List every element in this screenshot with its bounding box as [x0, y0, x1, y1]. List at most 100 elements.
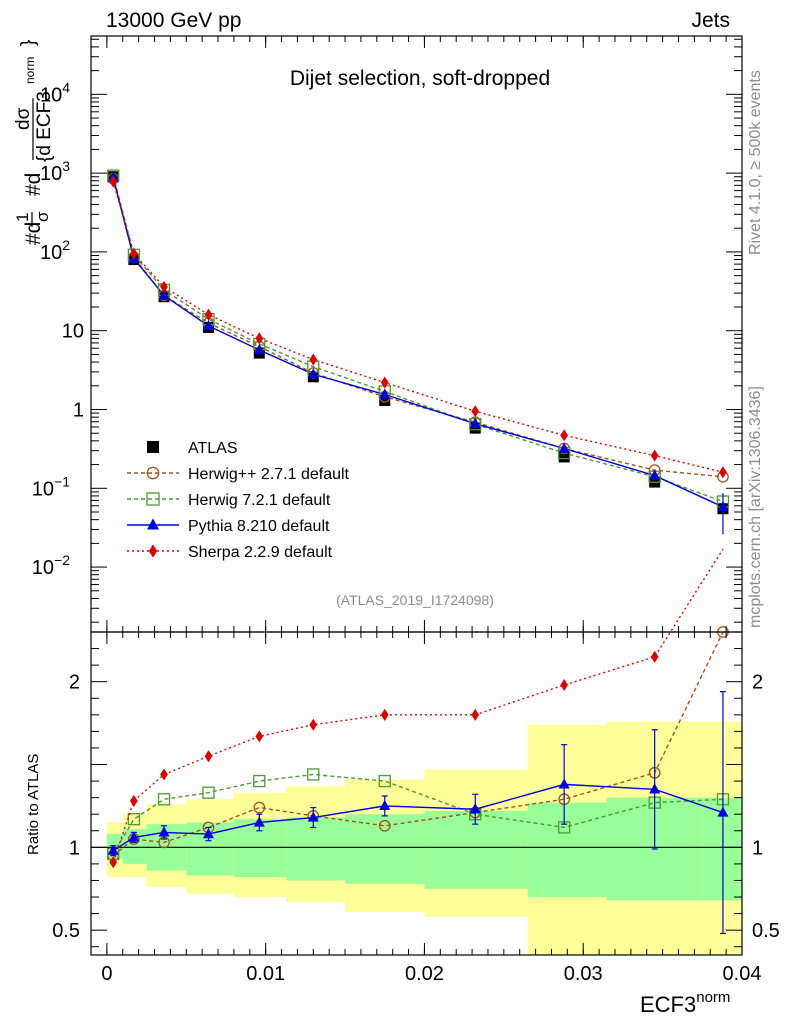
y-tick-label: 104 [40, 79, 70, 106]
point-diamond [471, 405, 480, 418]
ratio-y-tick-label-right: 1 [752, 837, 763, 859]
point-diamond [309, 353, 318, 366]
legend: ATLAS Herwig++ 2.7.1 default Herwig 7.2.1 … [127, 440, 350, 561]
x-axis-label-main: ECF3 [640, 992, 696, 1017]
ratio-point-diamond [109, 856, 118, 869]
svg-text:#d: #d [22, 222, 45, 245]
data-point-atlas [379, 395, 391, 407]
ratio-point-triangle [307, 811, 319, 822]
legend-label: Herwig++ 2.7.1 default [188, 466, 350, 483]
svg-text:σ: σ [33, 211, 52, 222]
point-diamond [204, 308, 213, 321]
ratio-y-tick-label-left: 2 [69, 672, 80, 694]
x-tick-label: 0.02 [405, 963, 444, 985]
point-diamond [650, 449, 659, 462]
ratio-point-triangle [128, 831, 140, 842]
ratio-point-diamond [130, 794, 138, 808]
uncertainty-band-green [424, 810, 528, 889]
ratio-point-triangle [253, 816, 265, 827]
point-diamond [380, 376, 389, 389]
point-diamond [130, 247, 138, 260]
x-tick-label: 0.03 [564, 963, 603, 985]
legend-marker-triangle [147, 518, 159, 530]
y-tick-label: 103 [40, 158, 70, 185]
svg-text:}: } [18, 40, 39, 46]
svg-text:{d ECF3: {d ECF3 [34, 91, 55, 162]
legend-label: ATLAS [188, 440, 238, 457]
header-left: 13000 GeV pp [106, 9, 241, 32]
main-frame [90, 35, 743, 633]
ratio-y-tick-label-right: 2 [752, 672, 763, 694]
ratio-point-circle [253, 801, 266, 814]
line-square [112, 175, 724, 503]
point-triangle [202, 319, 214, 331]
point-triangle [469, 417, 481, 428]
ratio-point-diamond [380, 708, 389, 721]
ratio-point-diamond [560, 678, 569, 692]
ratio-point-square [202, 786, 215, 799]
ratio-point-square [157, 793, 171, 806]
ratio-line-square [112, 773, 723, 855]
point-diamond [560, 429, 569, 442]
ratio-ylabel: Ratio to ATLAS [25, 754, 42, 855]
point-diamond [109, 175, 118, 188]
ratio-point-triangle [158, 826, 170, 837]
ratio-point-triangle [469, 803, 481, 814]
point-diamond [719, 466, 727, 479]
ratio-point-diamond [471, 708, 480, 721]
ratio-point-square [307, 768, 320, 781]
point-triangle [158, 289, 170, 300]
svg-text:1: 1 [13, 213, 32, 222]
legend-label: Herwig 7.2.1 default [188, 492, 331, 509]
point-diamond [255, 332, 264, 345]
x-axis-label-sup: norm [696, 989, 730, 1006]
ratio-point-circle [378, 819, 391, 832]
legend-label: Sherpa 2.2.9 default [188, 544, 333, 561]
x-axis-label: ECF3norm [640, 989, 730, 1017]
point-triangle [558, 442, 570, 453]
y-tick-label: 10 [62, 321, 84, 343]
point-diamond [160, 280, 168, 293]
y-tick-label: 1 [73, 400, 84, 422]
ratio-line-diamond [112, 548, 724, 863]
ratio-point-diamond [255, 730, 264, 743]
data-point-atlas [469, 422, 481, 434]
analysis-label: (ATLAS_2019_I1724098) [336, 592, 494, 608]
svg-text:#d: #d [22, 173, 45, 196]
ratio-frame [90, 631, 743, 956]
ratio-point-triangle [558, 778, 570, 789]
main-panel: Dijet selection, soft-dropped (ATLAS_201… [90, 35, 743, 633]
uncertainty-band-green [527, 802, 608, 898]
line-triangle [112, 177, 724, 508]
ratio-point-square [378, 774, 391, 788]
ratio-point-triangle [649, 783, 661, 794]
legend-label: Pythia 8.210 default [188, 518, 330, 535]
y-tick-label: 102 [40, 237, 70, 264]
x-tick-label: 0.01 [246, 963, 285, 985]
y-tick-label: 10−1 [32, 473, 70, 500]
ratio-point-diamond [309, 718, 318, 731]
legend-marker-filled-square [147, 441, 159, 453]
main-ylabel: #d 1 σ #d dσ {d ECF3 norm } [13, 40, 55, 245]
rivet-label: Rivet 4.1.0, ≥ 500k events [747, 70, 764, 255]
ratio-point-triangle [202, 828, 214, 839]
svg-text:norm: norm [23, 57, 37, 84]
header-right: Jets [691, 9, 730, 32]
ratio-point-diamond [650, 650, 659, 663]
legend-marker-diamond [148, 544, 158, 558]
uncertainty-band-green [345, 814, 425, 884]
x-tick-label: 0.04 [723, 963, 762, 985]
point-triangle [649, 469, 661, 480]
svg-text:dσ: dσ [13, 107, 34, 130]
ratio-y-tick-label-left: 1 [69, 837, 80, 859]
ratio-point-diamond [204, 750, 213, 763]
mcplots-label: mcplots.cern.ch [arXiv:1306.3436] [747, 386, 764, 628]
point-triangle [379, 388, 391, 399]
data-point-atlas [558, 451, 570, 463]
ratio-point-triangle [717, 806, 729, 817]
ratio-point-triangle [379, 799, 391, 811]
x-tick-label: 0 [101, 963, 112, 985]
point-triangle [307, 368, 319, 379]
ratio-point-square [253, 774, 266, 788]
